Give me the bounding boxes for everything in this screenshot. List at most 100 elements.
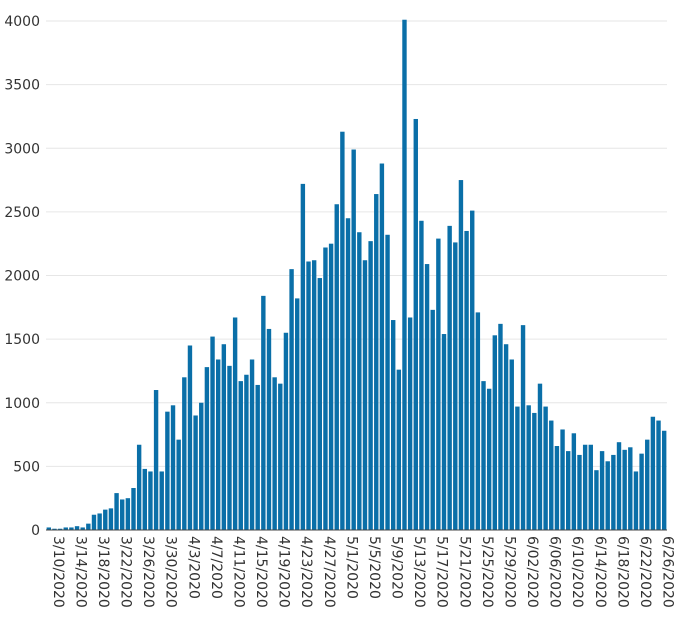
bar (328, 243, 334, 530)
bar (80, 527, 85, 530)
bar (261, 295, 266, 530)
x-tick-label: 4/27/2020 (321, 536, 337, 608)
x-tick-label: 4/7/2020 (208, 536, 224, 599)
bar (266, 328, 272, 530)
x-tick-label: 5/29/2020 (501, 536, 517, 608)
bar (588, 444, 593, 530)
bar (661, 430, 667, 530)
bar (645, 439, 650, 530)
bar (159, 471, 164, 530)
bar (413, 118, 418, 530)
bar (283, 332, 289, 530)
bar (74, 526, 80, 530)
y-tick-label: 3500 (4, 78, 40, 94)
x-tick-label: 5/21/2020 (456, 536, 472, 608)
y-tick-label: 3000 (4, 141, 40, 157)
bars (46, 19, 667, 531)
x-tick-label: 5/1/2020 (343, 536, 359, 599)
bar (509, 359, 514, 530)
y-tick-label: 1500 (4, 332, 40, 348)
bar (69, 527, 74, 530)
bar (560, 429, 565, 530)
bar (244, 374, 249, 530)
bar (441, 334, 447, 530)
bar (582, 444, 588, 530)
bar (103, 509, 108, 530)
bar (215, 359, 221, 530)
bar (374, 194, 379, 530)
bar (549, 420, 554, 530)
bar (108, 508, 114, 530)
bar (520, 325, 526, 530)
bar (492, 335, 498, 530)
x-tick-label: 3/10/2020 (50, 536, 66, 608)
bar (46, 527, 52, 530)
bar (362, 260, 368, 530)
bar (486, 388, 492, 530)
bar (300, 183, 306, 530)
bar (396, 369, 402, 530)
bar (650, 416, 656, 530)
bar (182, 377, 187, 530)
bar (554, 446, 560, 530)
bar (402, 19, 407, 530)
bar (526, 405, 531, 530)
bar (238, 381, 243, 530)
x-tick-label: 5/25/2020 (479, 536, 495, 608)
bar (628, 447, 633, 530)
x-tick-label: 6/22/2020 (637, 536, 653, 608)
bar (503, 344, 509, 530)
gridlines (46, 20, 667, 467)
bar (571, 433, 577, 530)
bar (317, 278, 322, 530)
x-tick-labels: 3/10/2020 3/14/2020 3/18/2020 3/22/2020 3/26… (50, 536, 676, 608)
bar (577, 454, 582, 530)
x-tick-label: 4/3/2020 (185, 536, 201, 599)
bar (323, 247, 328, 530)
bar (357, 232, 362, 531)
x-tick-label: 5/5/2020 (366, 536, 382, 599)
y-tick-label: 1000 (4, 396, 40, 412)
bar (515, 406, 520, 530)
bar (379, 163, 385, 530)
bar (142, 468, 147, 530)
y-tick-labels: 0 500 1000 1500 2000 2500 3000 3500 4000 (4, 14, 40, 539)
bar (436, 238, 441, 530)
bar (97, 513, 102, 530)
x-tick-label: 6/10/2020 (569, 536, 585, 608)
x-tick-label: 3/22/2020 (118, 536, 134, 608)
bar (368, 241, 373, 530)
bar (639, 453, 644, 530)
bar (91, 514, 97, 530)
x-tick-label: 6/06/2020 (547, 536, 563, 608)
bar (148, 471, 153, 530)
x-tick-label: 4/15/2020 (253, 536, 269, 608)
bar (656, 420, 661, 530)
bar (176, 439, 181, 530)
bar (221, 344, 227, 530)
bar (532, 412, 537, 530)
x-tick-label: 4/23/2020 (298, 536, 314, 608)
bar (57, 528, 63, 530)
bar (537, 383, 543, 530)
bar (599, 451, 605, 530)
bar (52, 528, 57, 530)
x-tick-label: 3/14/2020 (72, 536, 88, 608)
x-tick-label: 6/14/2020 (592, 536, 608, 608)
bar (475, 312, 481, 530)
x-tick-label: 4/19/2020 (276, 536, 292, 608)
bar (86, 523, 91, 530)
y-tick-label: 500 (13, 459, 40, 475)
x-tick-label: 4/11/2020 (230, 536, 246, 608)
bar (227, 365, 232, 530)
x-tick-label: 3/30/2020 (163, 536, 179, 608)
x-tick-label: 6/26/2020 (660, 536, 676, 608)
bar (498, 323, 503, 530)
bar (464, 230, 469, 530)
bar (165, 411, 170, 530)
x-tick-label: 6/02/2020 (524, 536, 540, 608)
bar (193, 415, 198, 530)
bar (622, 449, 627, 530)
